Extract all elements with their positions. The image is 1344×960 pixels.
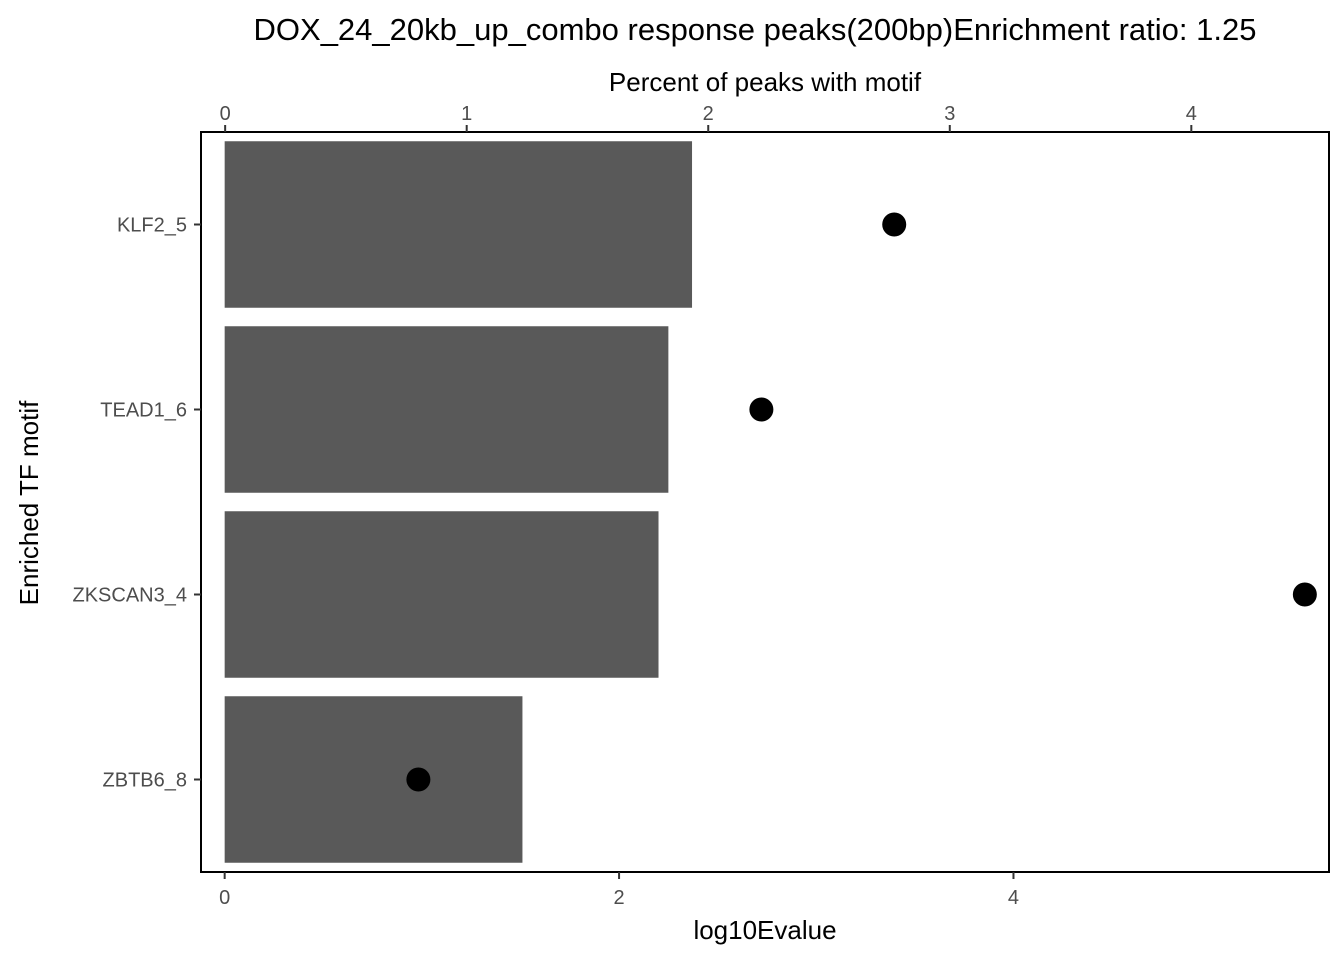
y-tick-label: TEAD1_6 xyxy=(100,400,187,422)
y-tick-label: ZKSCAN3_4 xyxy=(73,585,188,607)
chart-title: DOX_24_20kb_up_combo response peaks(200b… xyxy=(254,12,1257,47)
bottom-tick-label: 0 xyxy=(219,887,230,909)
bar-zkscan3-4 xyxy=(224,511,659,678)
y-tick-label: ZBTB6_8 xyxy=(103,770,187,792)
bottom-tick-label: 2 xyxy=(614,887,625,909)
y-tick-label: KLF2_5 xyxy=(117,215,187,237)
point-zbtb6-8 xyxy=(406,767,431,792)
point-zkscan3-4 xyxy=(1292,582,1317,607)
panel-border xyxy=(200,131,1330,873)
top-tick-label: 4 xyxy=(1186,103,1197,125)
bar-klf2-5 xyxy=(224,141,693,308)
point-tead1-6 xyxy=(749,397,774,422)
top-tick-label: 1 xyxy=(461,103,472,125)
top-axis-title: Percent of peaks with motif xyxy=(609,67,922,97)
top-tick-label: 0 xyxy=(220,103,231,125)
bar-tead1-6 xyxy=(224,326,669,493)
point-klf2-5 xyxy=(882,212,907,237)
top-tick-label: 3 xyxy=(944,103,955,125)
y-axis-title: Enriched TF motif xyxy=(14,400,44,605)
bottom-tick-label: 4 xyxy=(1008,887,1019,909)
plot-area: 0 2 4 0 1 2 3 4 KLF2_5 TEAD1_6 ZKSCAN3_4 ZBTB6_8 xyxy=(73,103,1330,909)
top-tick-label: 2 xyxy=(703,103,714,125)
bar-zbtb6-8 xyxy=(224,696,523,863)
bottom-axis-title: log10Evalue xyxy=(693,915,836,945)
